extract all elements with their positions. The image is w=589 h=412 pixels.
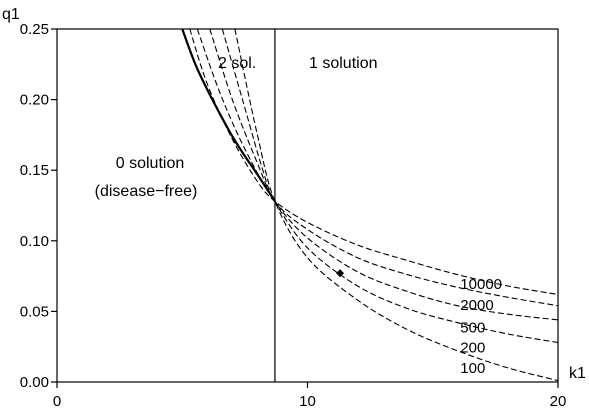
x-axis-title: k1 — [569, 365, 586, 382]
region-zero-label: 0 solution — [116, 155, 185, 172]
y-tick-label: 0.15 — [20, 162, 49, 179]
marker-point — [336, 269, 345, 278]
series-line-200 — [221, 28, 559, 344]
series-line-100 — [234, 28, 559, 382]
curves-group — [181, 28, 559, 382]
curve-label-500: 500 — [460, 320, 485, 337]
ticks-group: 0.00 0.05 0.10 0.15 0.20 0.25 0 10 20 — [20, 21, 567, 410]
x-tick-label: 20 — [550, 393, 567, 410]
curve-labels-group: 10000 2000 500 200 100 — [460, 276, 502, 377]
y-tick-label: 0.00 — [20, 374, 49, 391]
series-line-2000 — [196, 28, 559, 307]
curve-label-100: 100 — [460, 360, 485, 377]
region-two-label: 2 sol. — [218, 55, 256, 72]
curve-label-200: 200 — [460, 339, 485, 356]
y-tick-label: 0.10 — [20, 233, 49, 250]
curve-label-10000: 10000 — [460, 276, 502, 293]
region-one-label: 1 solution — [309, 55, 378, 72]
y-tick-label: 0.05 — [20, 303, 49, 320]
y-axis-title: q1 — [2, 6, 20, 23]
y-tick-label: 0.20 — [20, 92, 49, 109]
x-tick-label: 0 — [53, 393, 61, 410]
y-tick-label: 0.25 — [20, 21, 49, 38]
series-line-500 — [209, 28, 559, 321]
x-tick-label: 10 — [299, 393, 316, 410]
region-zero-sub-label: (disease−free) — [95, 183, 198, 200]
curve-label-2000: 2000 — [460, 297, 493, 314]
boundary-curve — [181, 28, 276, 202]
